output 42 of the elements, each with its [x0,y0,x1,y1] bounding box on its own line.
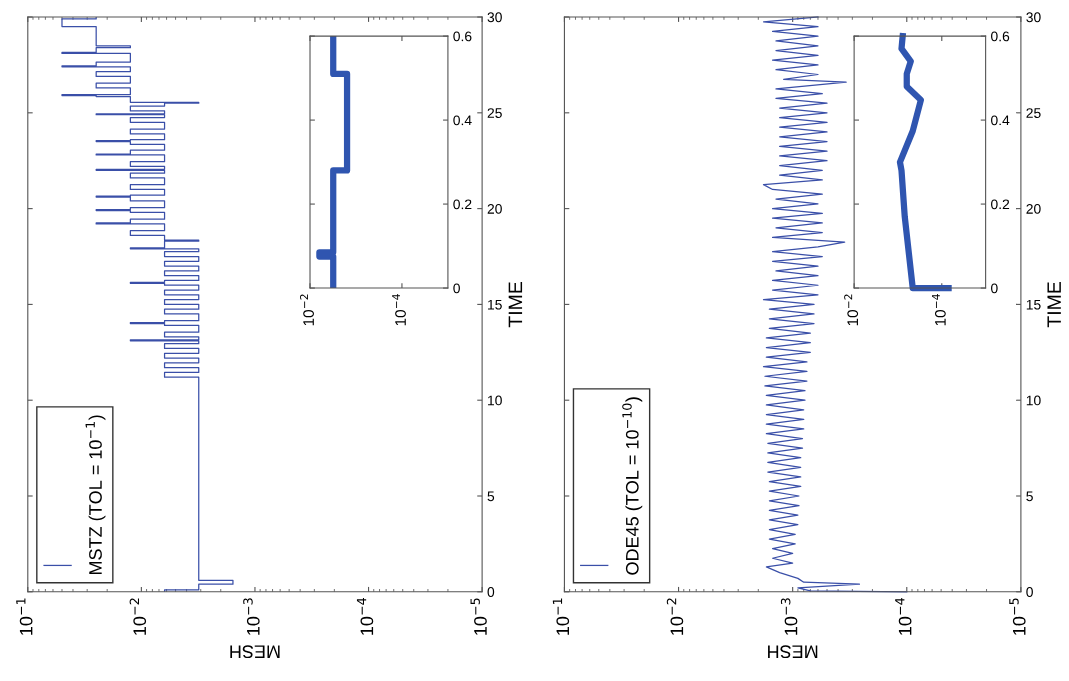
x-axis-title: MESH [230,645,280,659]
y-tick-label: 5 [487,491,495,502]
x-tick-label: 10$^{−4}$ [895,598,912,635]
y-axis-title: TIME [1047,282,1061,328]
y-tick-label: 20 [1026,203,1041,214]
x-tick-label: 10$^{−1}$ [552,598,570,635]
y-tick-label: 0.6 [991,31,1010,42]
text: ODE45 (TOL = 10$^{−10}$) [622,397,643,575]
y-tick-label: 0 [487,587,495,597]
y-tick-label: 25 [487,108,502,118]
x-tick-label: 10$^{−2}$ [129,598,147,635]
x-tick-label: 10$^{−3}$ [780,598,798,635]
x-tick-label: 10$^{−3}$ [243,598,260,635]
y-tick-label: 10 [488,395,502,406]
y-tick-label: 15 [1026,299,1041,310]
y-tick-label: 0 [453,283,460,294]
x-axis-title: MESH [768,645,818,659]
y-tick-label: 25 [1026,108,1041,118]
x-tick-label: 10$^{−1}$ [16,598,33,635]
y-tick-label: 0.4 [453,115,472,126]
y-tick-label: 0.2 [991,199,1010,210]
y-tick-label: 30 [1026,12,1041,23]
y-tick-label: 0.6 [453,31,472,42]
text: MSTZ (TOL = 10$^{−1}$) [85,415,106,575]
y-tick-label: 30 [487,12,502,23]
y-tick-label: 15 [488,299,502,310]
y-tick-label: 0 [1026,587,1033,597]
x-tick-label: 10$^{−2}$ [844,294,859,326]
x-tick-label: 10$^{−2}$ [300,294,314,326]
y-tick-label: 0 [991,283,998,294]
x-tick-label: 10$^{−4}$ [392,294,406,326]
y-tick-label: 0.2 [453,199,472,210]
x-tick-label: 10$^{−4}$ [356,598,374,635]
x-tick-label: 10$^{−2}$ [666,598,684,635]
y-tick-label: 0.4 [991,115,1010,126]
y-tick-label: 10 [1026,395,1041,406]
y-tick-label: 20 [487,203,502,214]
y-tick-label: 5 [1026,491,1033,502]
y-axis-title: TIME [508,282,523,328]
x-tick-label: 10$^{−4}$ [931,294,946,326]
x-tick-label: 10$^{−5}$ [1009,598,1026,635]
x-tick-label: 10$^{−5}$ [470,598,487,635]
